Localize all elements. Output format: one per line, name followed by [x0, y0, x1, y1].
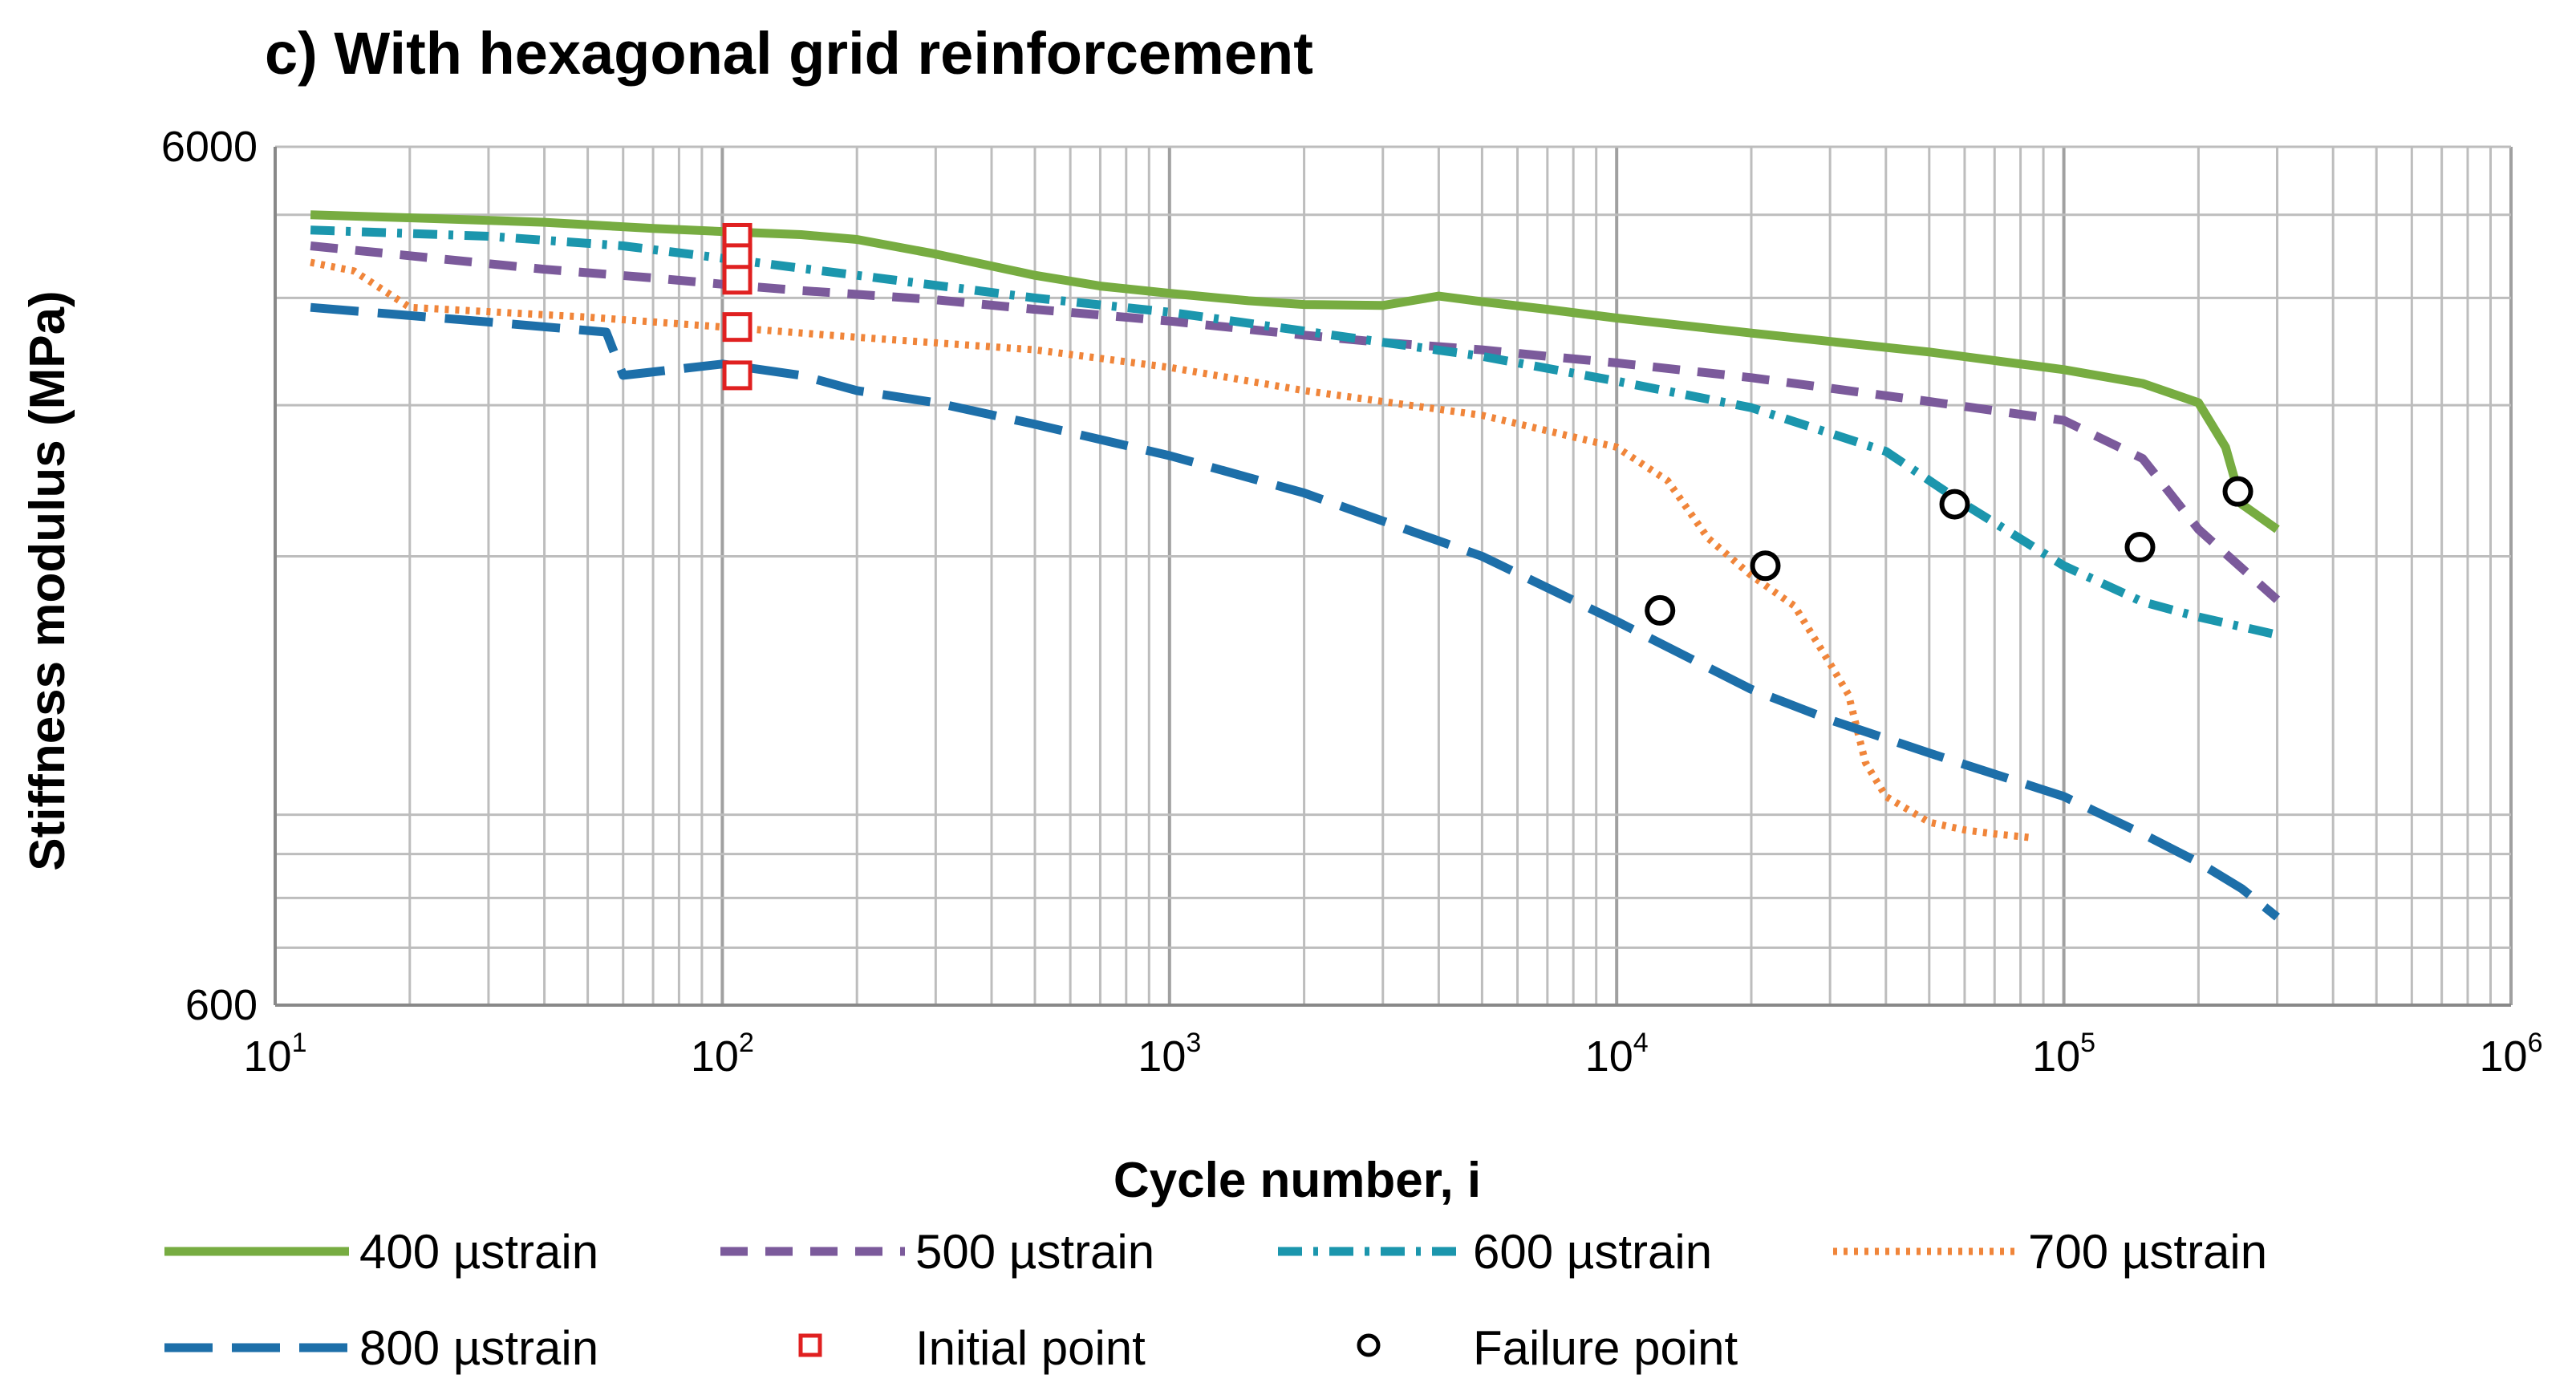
x-tick-base: 10: [1138, 1032, 1186, 1081]
x-tick-exp: 5: [2080, 1028, 2095, 1058]
markers-group: [722, 222, 2253, 626]
legend-label: 700 µstrain: [2028, 1225, 2267, 1279]
x-tick-exp: 1: [292, 1028, 307, 1058]
y-tick-label: 600: [185, 981, 258, 1029]
x-tick-label: 105: [2032, 1028, 2095, 1081]
series-line-1: [310, 210, 2280, 533]
x-tick-exp: 2: [739, 1028, 754, 1058]
x-tick-base: 10: [2032, 1032, 2080, 1081]
y-axis-title: Stiffness modulus (MPa): [20, 290, 75, 870]
legend-item: Initial point: [798, 1321, 1146, 1375]
x-tick-exp: 3: [1186, 1028, 1201, 1058]
chart-title: c) With hexagonal grid reinforcement: [265, 20, 1313, 87]
series-line-3: [310, 225, 2278, 639]
x-axis-title: Cycle number, i: [1114, 1153, 1481, 1208]
legend-item: Failure point: [1357, 1321, 1738, 1375]
failure-point-marker: [1645, 594, 1676, 626]
legend-label: Initial point: [915, 1321, 1146, 1375]
y-tick-label: 6000: [161, 123, 258, 171]
legend-label: 800 µstrain: [359, 1321, 598, 1375]
x-tick-base: 10: [244, 1032, 292, 1081]
x-tick-label: 106: [2480, 1028, 2543, 1081]
failure-point-marker: [1939, 489, 1970, 520]
initial-point-marker: [722, 360, 753, 391]
failure-point-marker: [2222, 476, 2253, 507]
failure-point-marker: [2124, 532, 2156, 563]
series-group: [310, 210, 2281, 921]
x-tick-label: 101: [244, 1028, 307, 1081]
series-line-4: [310, 258, 2033, 841]
x-tick-base: 10: [691, 1032, 739, 1081]
series-line-5: [310, 302, 2280, 921]
x-tick-label: 103: [1138, 1028, 1201, 1081]
legend-item: 500 µstrain: [720, 1225, 1154, 1279]
legend-label: 400 µstrain: [359, 1225, 598, 1279]
failure-point-marker: [1750, 550, 1781, 582]
legend-item: 400 µstrain: [164, 1225, 598, 1279]
grid: [274, 145, 2513, 1007]
legend-label: 600 µstrain: [1473, 1225, 1712, 1279]
legend-item: 600 µstrain: [1278, 1225, 1712, 1279]
initial-point-marker: [722, 312, 753, 343]
legend-label: Failure point: [1473, 1321, 1738, 1375]
legend-item: 700 µstrain: [1833, 1225, 2267, 1279]
initial-point-marker: [722, 265, 753, 295]
legend-label: 500 µstrain: [915, 1225, 1154, 1279]
x-tick-base: 10: [2480, 1032, 2528, 1081]
legend-swatch-circle: [1357, 1333, 1381, 1357]
x-tick-label: 102: [691, 1028, 754, 1081]
legend: 400 µstrain 500 µstrain 600 µstrain 700 µst…: [164, 1225, 2267, 1375]
x-tick-label: 104: [1585, 1028, 1649, 1081]
x-tick-exp: 6: [2528, 1028, 2543, 1058]
x-tick-exp: 4: [1633, 1028, 1649, 1058]
legend-swatch-square: [798, 1333, 822, 1357]
x-tick-base: 10: [1585, 1032, 1633, 1081]
legend-item: 800 µstrain: [164, 1321, 598, 1375]
